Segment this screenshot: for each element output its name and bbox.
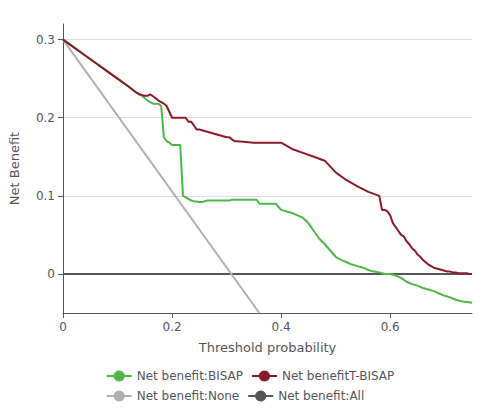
- svg-text:0.4: 0.4: [272, 320, 291, 334]
- svg-text:Net benefit:BISAP: Net benefit:BISAP: [137, 369, 243, 383]
- svg-text:0.2: 0.2: [36, 111, 55, 125]
- svg-text:0.6: 0.6: [381, 320, 400, 334]
- svg-text:0.3: 0.3: [36, 33, 55, 47]
- svg-text:Threshold probability: Threshold probability: [198, 340, 337, 355]
- svg-text:0.1: 0.1: [36, 189, 55, 203]
- svg-text:0: 0: [47, 267, 55, 281]
- svg-text:Net benefit:None: Net benefit:None: [137, 389, 239, 403]
- svg-text:Net benefitT-BISAP: Net benefitT-BISAP: [282, 369, 394, 383]
- svg-text:0.2: 0.2: [163, 320, 182, 334]
- svg-text:Net Benefit: Net Benefit: [7, 132, 22, 205]
- svg-text:Net benefit:All: Net benefit:All: [278, 389, 364, 403]
- svg-text:0: 0: [59, 320, 67, 334]
